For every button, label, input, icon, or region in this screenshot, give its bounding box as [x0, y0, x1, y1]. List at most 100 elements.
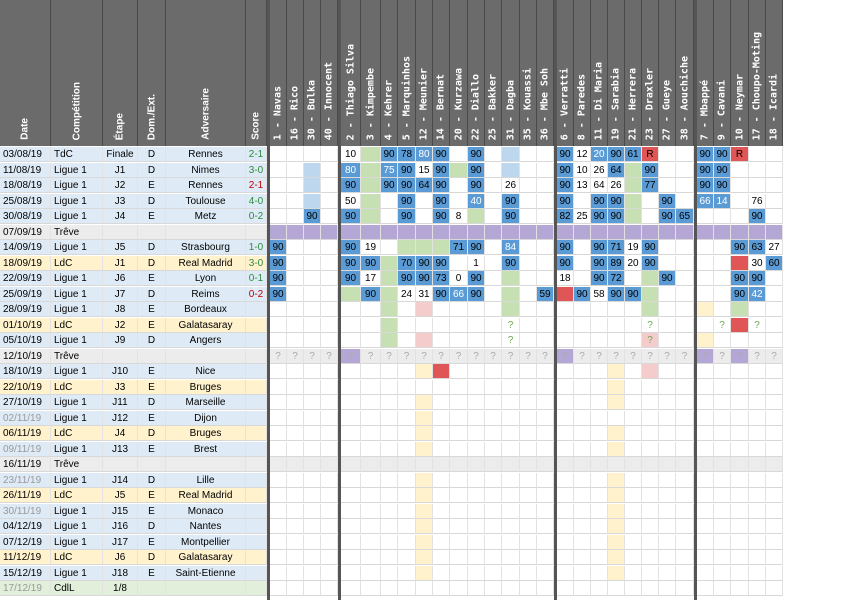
player-minutes-cell[interactable]: [557, 550, 574, 565]
player-minutes-cell[interactable]: [697, 379, 714, 395]
cell-de[interactable]: E: [138, 178, 166, 193]
player-minutes-cell[interactable]: [557, 426, 574, 441]
player-minutes-cell[interactable]: [321, 534, 338, 550]
player-minutes-cell[interactable]: [659, 534, 676, 550]
player-minutes-cell[interactable]: [341, 441, 361, 457]
player-minutes-cell[interactable]: [749, 550, 766, 565]
player-minutes-cell[interactable]: [450, 472, 468, 488]
cell-adv[interactable]: Bruges: [166, 379, 246, 395]
player-minutes-cell[interactable]: [714, 224, 731, 240]
player-minutes-cell[interactable]: [416, 426, 433, 441]
player-minutes-cell[interactable]: [574, 534, 591, 550]
player-minutes-cell[interactable]: [642, 565, 659, 581]
player-minutes-cell[interactable]: [697, 534, 714, 550]
player-minutes-cell[interactable]: 17: [361, 271, 381, 286]
player-minutes-cell[interactable]: [433, 565, 450, 581]
cell-date[interactable]: 22/10/19: [0, 379, 51, 395]
player-minutes-cell[interactable]: [321, 147, 338, 162]
player-minutes-cell[interactable]: [304, 410, 321, 426]
cell-score[interactable]: [246, 441, 267, 457]
player-minutes-cell[interactable]: 20: [625, 255, 642, 271]
player-minutes-cell[interactable]: [361, 534, 381, 550]
player-minutes-cell[interactable]: [520, 519, 537, 534]
player-minutes-cell[interactable]: 63: [749, 240, 766, 255]
player-minutes-cell[interactable]: [659, 395, 676, 410]
player-minutes-cell[interactable]: [537, 519, 554, 534]
player-minutes-cell[interactable]: [398, 364, 416, 379]
player-minutes-cell[interactable]: [398, 240, 416, 255]
player-minutes-cell[interactable]: [287, 503, 304, 519]
player-minutes-cell[interactable]: [591, 317, 608, 333]
player-minutes-cell[interactable]: [450, 519, 468, 534]
player-minutes-cell[interactable]: [574, 255, 591, 271]
player-minutes-cell[interactable]: [321, 550, 338, 565]
player-minutes-cell[interactable]: 90: [381, 178, 398, 193]
player-minutes-cell[interactable]: [270, 209, 287, 224]
player-minutes-cell[interactable]: [749, 565, 766, 581]
player-minutes-cell[interactable]: [468, 410, 485, 426]
player-minutes-cell[interactable]: [766, 379, 783, 395]
player-minutes-cell[interactable]: 90: [361, 255, 381, 271]
player-minutes-cell[interactable]: [537, 534, 554, 550]
cell-etape[interactable]: J11: [103, 395, 138, 410]
player-minutes-cell[interactable]: [361, 472, 381, 488]
player-minutes-cell[interactable]: [574, 550, 591, 565]
player-minutes-cell[interactable]: 64: [591, 178, 608, 193]
cell-date[interactable]: 11/08/19: [0, 162, 51, 178]
player-minutes-cell[interactable]: 61: [625, 147, 642, 162]
player-minutes-cell[interactable]: [270, 379, 287, 395]
player-minutes-cell[interactable]: [574, 333, 591, 348]
player-minutes-cell[interactable]: [749, 147, 766, 162]
cell-etape[interactable]: Finale: [103, 147, 138, 162]
player-minutes-cell[interactable]: [502, 302, 520, 317]
player-minutes-cell[interactable]: [270, 426, 287, 441]
cell-adv[interactable]: Toulouse: [166, 193, 246, 209]
cell-score[interactable]: [246, 302, 267, 317]
player-minutes-cell[interactable]: [502, 224, 520, 240]
player-minutes-cell[interactable]: [591, 426, 608, 441]
cell-etape[interactable]: J2: [103, 178, 138, 193]
player-minutes-cell[interactable]: [287, 364, 304, 379]
player-minutes-cell[interactable]: [468, 224, 485, 240]
cell-etape[interactable]: J18: [103, 565, 138, 581]
player-minutes-cell[interactable]: 26: [502, 178, 520, 193]
player-minutes-cell[interactable]: R: [731, 147, 749, 162]
player-minutes-cell[interactable]: [557, 302, 574, 317]
player-minutes-cell[interactable]: [714, 550, 731, 565]
player-minutes-cell[interactable]: [502, 410, 520, 426]
player-minutes-cell[interactable]: [485, 286, 502, 302]
player-minutes-cell[interactable]: [766, 178, 783, 193]
player-minutes-cell[interactable]: [766, 550, 783, 565]
player-minutes-cell[interactable]: [574, 488, 591, 503]
cell-date[interactable]: 03/08/19: [0, 147, 51, 162]
player-minutes-cell[interactable]: [608, 565, 625, 581]
player-minutes-cell[interactable]: [574, 364, 591, 379]
cell-date[interactable]: 07/09/19: [0, 224, 51, 240]
player-minutes-cell[interactable]: [749, 581, 766, 596]
cell-adv[interactable]: Montpellier: [166, 534, 246, 550]
player-minutes-cell[interactable]: 90: [557, 178, 574, 193]
player-minutes-cell[interactable]: [416, 209, 433, 224]
player-minutes-cell[interactable]: [321, 193, 338, 209]
player-minutes-cell[interactable]: 90: [749, 209, 766, 224]
cell-de[interactable]: [138, 348, 166, 364]
cell-date[interactable]: 15/12/19: [0, 565, 51, 581]
player-minutes-cell[interactable]: [361, 147, 381, 162]
player-minutes-cell[interactable]: [270, 317, 287, 333]
player-minutes-cell[interactable]: [304, 472, 321, 488]
player-minutes-cell[interactable]: [270, 162, 287, 178]
player-minutes-cell[interactable]: [485, 333, 502, 348]
player-minutes-cell[interactable]: [537, 147, 554, 162]
player-minutes-cell[interactable]: [433, 457, 450, 472]
player-minutes-cell[interactable]: [398, 302, 416, 317]
cell-comp[interactable]: LdC: [51, 379, 103, 395]
player-minutes-cell[interactable]: 40: [468, 193, 485, 209]
cell-score[interactable]: [246, 395, 267, 410]
cell-adv[interactable]: Galatasaray: [166, 317, 246, 333]
player-minutes-cell[interactable]: [697, 333, 714, 348]
cell-comp[interactable]: Ligue 1: [51, 565, 103, 581]
player-minutes-cell[interactable]: [731, 162, 749, 178]
player-minutes-cell[interactable]: [520, 441, 537, 457]
player-minutes-cell[interactable]: [625, 364, 642, 379]
player-minutes-cell[interactable]: [341, 379, 361, 395]
